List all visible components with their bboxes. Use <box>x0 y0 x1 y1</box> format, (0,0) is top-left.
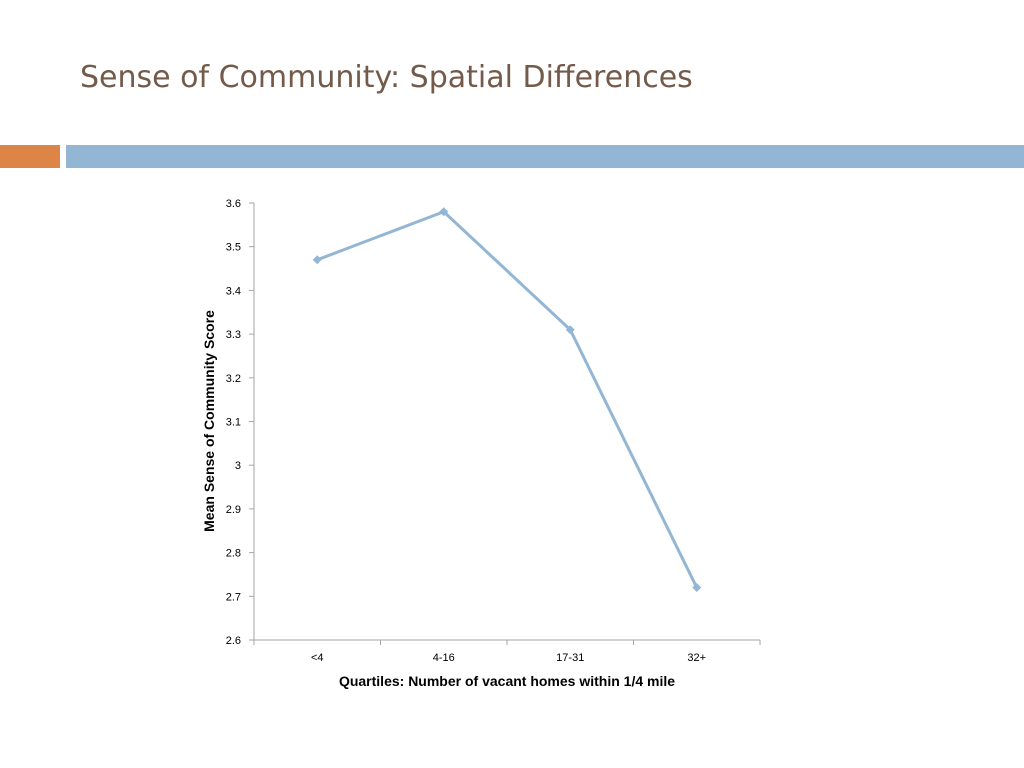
y-tick-label: 3.1 <box>226 417 241 429</box>
data-point-marker <box>439 207 449 217</box>
y-axis: 3.6 3.5 3.4 3.3 3.2 3.1 3 2.9 2.8 2.7 2.6 <box>226 198 255 647</box>
data-point-marker <box>312 255 322 265</box>
x-axis-title: Quartiles: Number of vacant homes within… <box>339 673 675 689</box>
y-tick-label: 3.5 <box>226 242 241 254</box>
y-tick-label: 3.2 <box>226 373 241 385</box>
y-tick-label: 3.3 <box>226 329 241 341</box>
data-point-marker <box>692 583 702 593</box>
x-axis: <4 4-16 17-31 32+ <box>253 639 761 664</box>
y-tick-label: 2.7 <box>226 591 241 603</box>
y-tick-label: 3.6 <box>226 198 241 210</box>
x-tick-label: 17-31 <box>556 652 584 664</box>
title-accent-orange-bar <box>0 145 60 168</box>
x-tick-label: 32+ <box>687 652 706 664</box>
series-group <box>312 207 702 593</box>
slide-title: Sense of Community: Spatial Differences <box>80 60 693 95</box>
y-tick-label: 2.8 <box>226 548 241 560</box>
data-point-marker <box>565 325 575 335</box>
x-tick-label: 4-16 <box>433 652 455 664</box>
y-tick-label: 3.4 <box>226 285 241 297</box>
title-accent-blue-bar <box>66 145 1024 168</box>
y-tick-label: 2.6 <box>226 635 241 647</box>
x-tick-label: <4 <box>311 652 324 664</box>
series-line <box>316 210 699 589</box>
y-tick-label: 2.9 <box>226 504 241 516</box>
y-tick-label: 3 <box>235 460 241 472</box>
y-axis-title: Mean Sense of Community Score <box>201 310 217 532</box>
